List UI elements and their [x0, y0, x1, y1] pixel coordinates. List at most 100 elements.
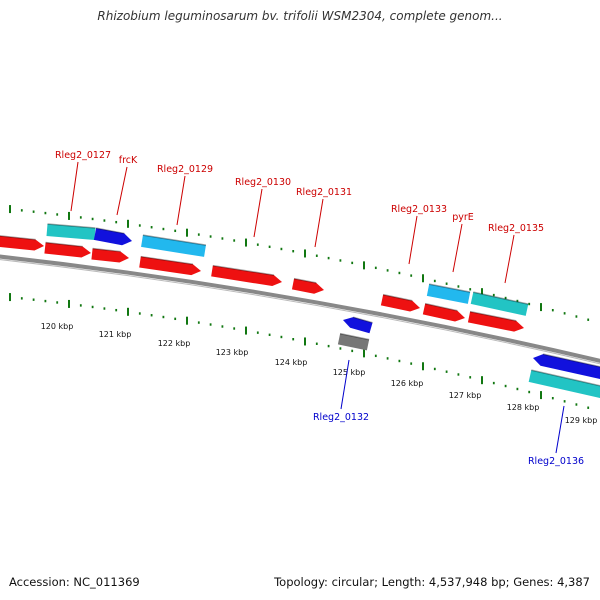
- gene-cds-forward: [291, 278, 324, 294]
- genome-title: Rhizobium leguminosarum bv. trifolii WSM…: [97, 9, 503, 23]
- inner-track-dot: [351, 349, 354, 353]
- gene-cds-cyan-shade: [47, 223, 96, 229]
- gene-cds-blue: [93, 228, 132, 246]
- gene-label-forward[interactable]: pyrE: [452, 212, 474, 223]
- inner-track-dot: [374, 354, 377, 358]
- inner-track-dot: [528, 390, 531, 394]
- scale-label: 129 kbp: [565, 416, 598, 425]
- gene-label-forward[interactable]: Rleg2_0135: [488, 223, 544, 234]
- scale-label: 126 kbp: [391, 379, 424, 388]
- gene-label-leader: [555, 405, 565, 454]
- scale-label: 125 kbp: [333, 368, 366, 377]
- outer-track-major-tick: [186, 228, 188, 237]
- gene-cds-forward-shade: [140, 255, 194, 265]
- gene-cds-forward: [44, 242, 91, 258]
- gene-label-reverse[interactable]: Rleg2_0132: [313, 412, 369, 423]
- gene-label-forward[interactable]: Rleg2_0129: [157, 164, 213, 175]
- gene-cds-forward-shade: [0, 235, 36, 241]
- outer-track-dot: [504, 296, 507, 300]
- gene-cds-cyan: [470, 292, 529, 316]
- gene-cds-forward: [422, 303, 465, 322]
- inner-track-dot: [233, 327, 236, 330]
- outer-track-major-tick: [127, 219, 129, 228]
- gene-cds-lightblue-shade: [429, 283, 471, 293]
- gene-cds-reverse: [343, 317, 373, 334]
- outer-track-dot: [445, 282, 448, 285]
- inner-track-dot: [91, 305, 94, 309]
- inner-track-dot: [457, 373, 460, 376]
- inner-track-dot: [56, 301, 59, 304]
- inner-track-major-tick: [304, 337, 306, 346]
- inner-track-dot: [20, 297, 23, 300]
- gene-cds-cyan: [46, 224, 96, 240]
- inner-track-major-tick: [422, 362, 424, 371]
- outer-track-dot: [221, 237, 224, 240]
- outer-track-major-tick: [422, 274, 424, 283]
- gene-cds-cyan-shade: [473, 291, 529, 305]
- gene-label-leader: [340, 359, 350, 410]
- inner-track-dot: [174, 317, 177, 321]
- inner-track-dot: [433, 367, 436, 371]
- gene-cds-forward-shade: [425, 302, 458, 312]
- outer-track-dot: [20, 209, 23, 212]
- outer-track-dot: [56, 213, 59, 216]
- outer-track-dot: [410, 274, 413, 277]
- outer-track-dot: [162, 227, 165, 231]
- genome-backbone: [0, 254, 600, 363]
- outer-track-dot: [433, 279, 436, 283]
- inner-track-dot: [551, 396, 554, 400]
- gene-cds-cyan: [528, 370, 600, 399]
- inner-track-dot: [587, 406, 590, 409]
- gene-cds-lightblue: [426, 284, 471, 304]
- outer-track-dot: [115, 220, 118, 224]
- gene-label-forward[interactable]: Rleg2_0131: [296, 187, 352, 198]
- outer-track-dot: [563, 312, 566, 315]
- outer-track-dot: [103, 219, 106, 222]
- inner-track-dot: [292, 338, 295, 341]
- gene-label-forward[interactable]: Rleg2_0127: [55, 150, 111, 161]
- outer-track-dot: [209, 235, 212, 238]
- inner-track-dot: [563, 400, 566, 403]
- tick-tracks: [9, 205, 590, 409]
- scale-labels: 120 kbp 121 kbp 122 kbp 123 kbp 124 kbp 125 k…: [41, 322, 598, 425]
- scale-label: 123 kbp: [216, 348, 249, 357]
- gene-cds-reverse-shade: [542, 353, 600, 368]
- gene-cds-lightblue-shade: [142, 234, 207, 246]
- outer-track-dot: [280, 247, 283, 251]
- inner-track-dot: [516, 387, 519, 391]
- inner-track-major-tick: [127, 307, 129, 316]
- inner-track-dot: [32, 298, 35, 301]
- inner-track-dot: [115, 308, 118, 312]
- gene-label-leader: [116, 166, 128, 216]
- inner-track-dot: [221, 325, 224, 328]
- outer-track-dot: [138, 224, 141, 227]
- inner-track-dot: [150, 314, 153, 317]
- outer-track-major-tick: [363, 261, 365, 270]
- outer-track-dot: [575, 315, 578, 318]
- inner-track-dot: [575, 403, 578, 406]
- gene-label-leader: [408, 215, 418, 265]
- gene-label-forward[interactable]: frcK: [119, 155, 138, 166]
- outer-track-dot: [469, 288, 472, 291]
- gene-label-reverse[interactable]: Rleg2_0136: [528, 456, 584, 467]
- outer-track-dot: [587, 318, 590, 321]
- outer-track-dot: [268, 245, 271, 249]
- outer-track-dot: [292, 250, 295, 253]
- gene-cds-forward-shade: [469, 310, 517, 322]
- genome-backbone-shadow: [0, 259, 600, 365]
- gene-label-leader: [452, 223, 463, 273]
- gene-label-forward[interactable]: Rleg2_0130: [235, 177, 291, 188]
- outer-track-dot: [374, 266, 377, 270]
- gene-cds-gray: [337, 333, 370, 351]
- inner-track-dot: [162, 315, 165, 319]
- inner-track-dot: [44, 299, 47, 303]
- outer-track-major-tick: [68, 211, 70, 220]
- gene-label-forward[interactable]: Rleg2_0133: [391, 204, 447, 215]
- gene-cds-forward-shade: [293, 277, 317, 284]
- outer-track-major-tick: [540, 303, 542, 312]
- gene-label-leader: [70, 161, 79, 212]
- outer-track-major-tick: [9, 205, 11, 214]
- outer-track-dot: [528, 302, 531, 306]
- outer-track-dot: [492, 293, 495, 297]
- gene-cds-reverse-shade: [352, 316, 373, 324]
